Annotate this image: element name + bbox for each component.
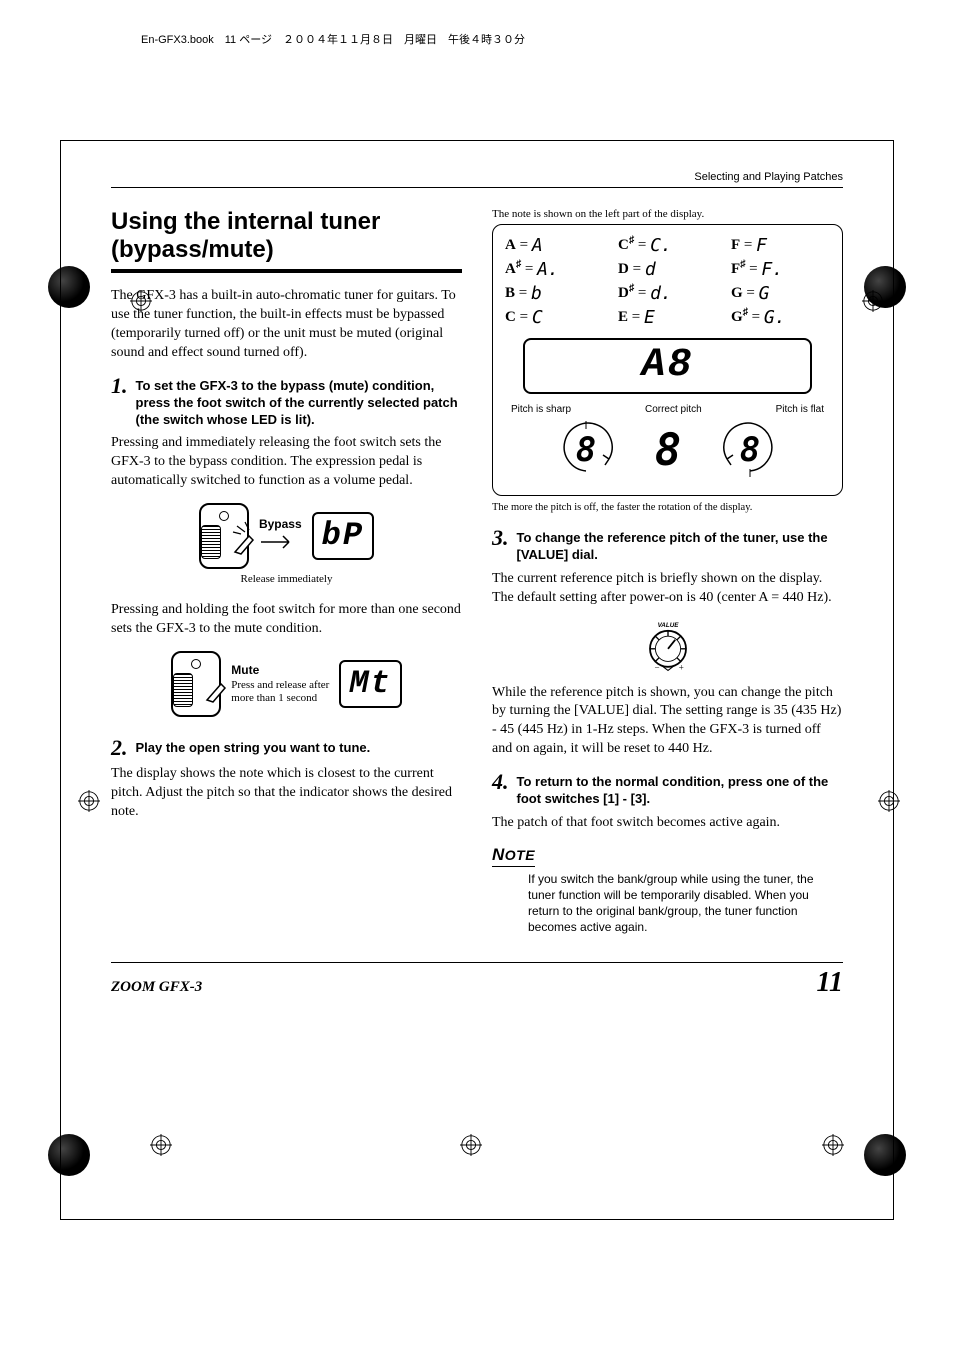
note-mapping: E = E (618, 307, 717, 328)
note-mapping: C = C (505, 307, 604, 328)
step-text: To set the GFX-3 to the bypass (mute) co… (136, 375, 463, 429)
pitch-flat-label: Pitch is flat (776, 404, 824, 415)
main-display: A8 (523, 338, 812, 394)
rotating-seg-sharp: 8 (551, 419, 621, 479)
rotating-seg-correct: 8 (633, 419, 703, 479)
step-1-body: Pressing and immediately releasing the f… (111, 434, 462, 491)
pitch-indicator-row: 8 8 8 (505, 419, 830, 479)
pitch-labels: Pitch is sharp Correct pitch Pitch is fl… (505, 404, 830, 415)
footswitch-icon (171, 651, 221, 717)
note-mapping: C♯ = C. (618, 235, 717, 256)
note-intro: The note is shown on the left part of th… (492, 208, 843, 220)
step-3: 3. To change the reference pitch of the … (492, 527, 843, 564)
footer-page-number: 11 (817, 967, 843, 999)
step-text: To change the reference pitch of the tun… (517, 527, 844, 564)
mute-illustration: Mute Press and release after more than 1… (111, 651, 462, 717)
step-4-body: The patch of that foot switch becomes ac… (492, 814, 843, 833)
step-2: 2. Play the open string you want to tune… (111, 737, 462, 759)
tuner-diagram-box: A = A C♯ = C. F = F A♯ = A. D = d F♯ = F. B = … (492, 224, 843, 496)
step-text: To return to the normal condition, press… (517, 771, 844, 808)
note-mapping: G♯ = G. (731, 307, 830, 328)
step-number: 1. (111, 375, 128, 429)
step-number: 3. (492, 527, 509, 564)
note-mapping: D♯ = d. (618, 283, 717, 304)
note-body: If you switch the bank/group while using… (528, 871, 843, 936)
note-mapping: A = A (505, 235, 604, 256)
svg-text:VALUE: VALUE (657, 622, 679, 629)
seg-text: bP (322, 520, 364, 552)
page-footer: ZOOM GFX-3 11 (111, 962, 843, 999)
footer-model: ZOOM GFX-3 (111, 979, 202, 996)
bypass-caption: Release immediately (111, 573, 462, 585)
note-name-grid: A = A C♯ = C. F = F A♯ = A. D = d F♯ = F. B = … (505, 235, 830, 328)
book-header: En-GFX3.book 11 ページ ２００４年１１月８日 月曜日 午後４時３… (141, 31, 525, 47)
note-mapping: G = G (731, 283, 830, 304)
step-1: 1. To set the GFX-3 to the bypass (mute)… (111, 375, 462, 429)
rotation-note: The more the pitch is off, the faster th… (492, 502, 843, 513)
note-heading: NOTE (492, 845, 535, 867)
step-2-body: The display shows the note which is clos… (111, 765, 462, 822)
value-knob-icon: VALUE − + (641, 620, 695, 674)
page-frame: En-GFX3.book 11 ページ ２００４年１１月８日 月曜日 午後４時３… (60, 140, 894, 1220)
pitch-sharp-label: Pitch is sharp (511, 404, 571, 415)
svg-text:−: − (654, 662, 659, 672)
svg-text:8: 8 (739, 430, 759, 470)
right-column: The note is shown on the left part of th… (492, 208, 843, 936)
intro-paragraph: The GFX-3 has a built-in auto-chromatic … (111, 287, 462, 363)
svg-text:8: 8 (575, 430, 595, 470)
seg-text: Mt (349, 668, 391, 700)
step-3-body: The current reference pitch is briefly s… (492, 570, 843, 608)
note-block: NOTE If you switch the bank/group while … (492, 845, 843, 936)
note-mapping: D = d (618, 259, 717, 280)
note-mapping: F = F (731, 235, 830, 256)
note-mapping: B = b (505, 283, 604, 304)
hold-paragraph: Pressing and holding the foot switch for… (111, 601, 462, 639)
step-text: Play the open string you want to tune. (136, 737, 371, 759)
note-mapping: F♯ = F. (731, 259, 830, 280)
left-column: Using the internal tuner (bypass/mute) T… (111, 208, 462, 936)
step-number: 2. (111, 737, 128, 759)
step-number: 4. (492, 771, 509, 808)
step-4: 4. To return to the normal condition, pr… (492, 771, 843, 808)
value-paragraph: While the reference pitch is shown, you … (492, 684, 843, 760)
display-mute: Mt (339, 660, 401, 708)
bypass-illustration: Bypass bP (111, 503, 462, 569)
footswitch-icon (199, 503, 249, 569)
note-mapping: A♯ = A. (505, 259, 604, 280)
svg-text:8: 8 (654, 425, 681, 476)
svg-text:+: + (678, 662, 683, 672)
seg-text: A8 (641, 343, 693, 388)
rotating-seg-flat: 8 (715, 419, 785, 479)
pitch-correct-label: Correct pitch (645, 404, 702, 415)
running-head: Selecting and Playing Patches (111, 171, 843, 188)
section-title: Using the internal tuner (bypass/mute) (111, 208, 462, 273)
display-bypass: bP (312, 512, 374, 560)
